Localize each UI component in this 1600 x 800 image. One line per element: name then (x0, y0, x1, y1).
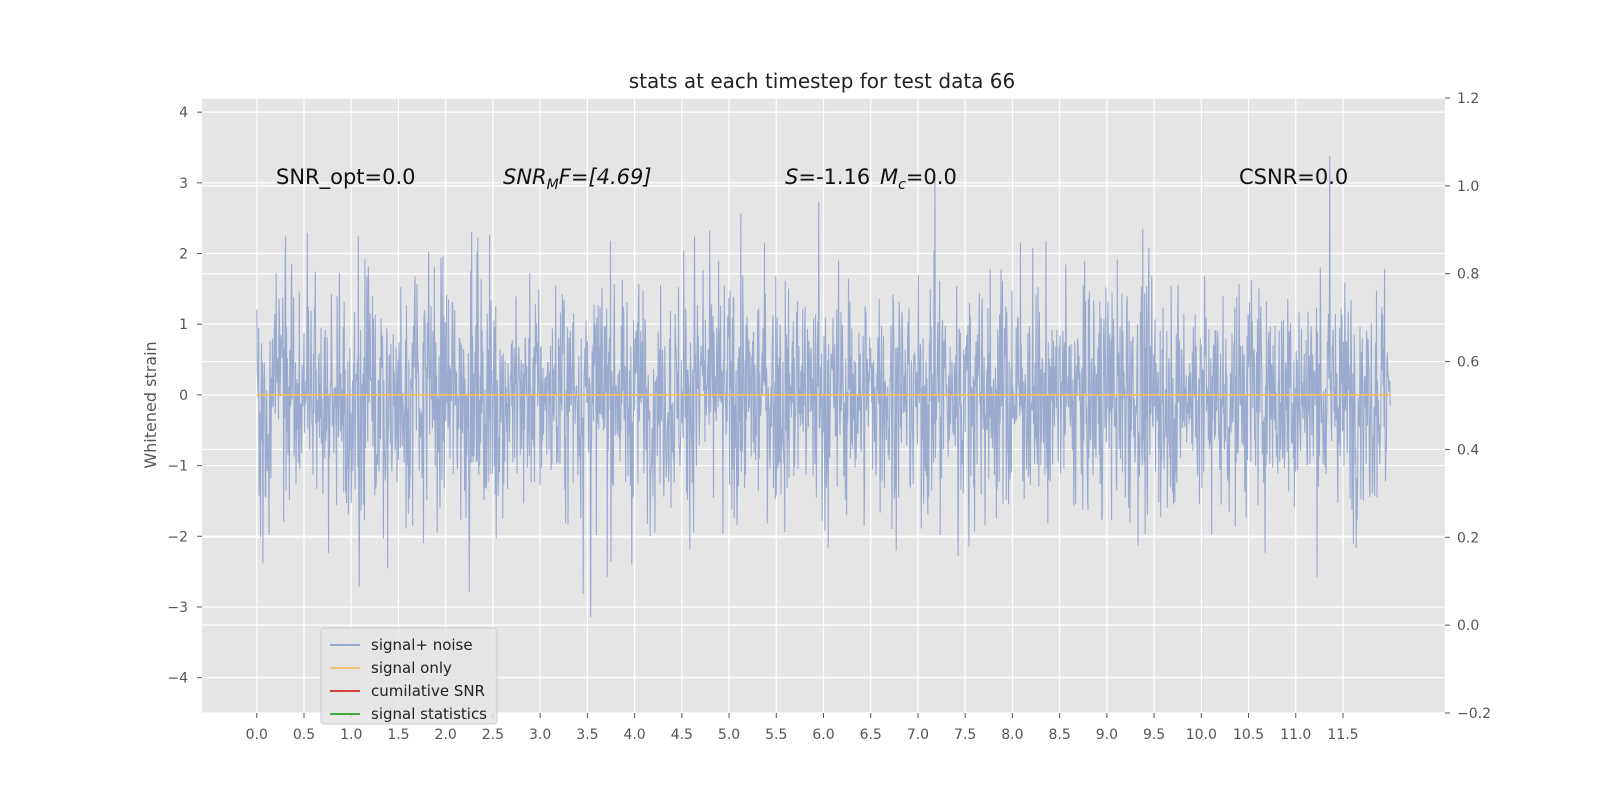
annotation-snr-mf-sub: M (547, 177, 559, 193)
x-tick-label: 4.0 (623, 727, 645, 743)
x-tick-label: 2.5 (482, 727, 504, 743)
y-tick-label: −4 (167, 671, 188, 687)
annotation-s: S=-1.16 (785, 165, 870, 189)
annotation-mc-sub: c (898, 177, 906, 193)
y2-tick-label: 0.6 (1457, 355, 1479, 371)
y-tick-label: −1 (167, 459, 188, 475)
y2-tick-label: 0.4 (1457, 442, 1479, 458)
y-tick-label: 3 (179, 176, 188, 192)
y-tick-label: 2 (179, 247, 188, 263)
x-tick-label: 5.0 (718, 727, 740, 743)
legend-frame (320, 627, 498, 725)
annotation-mc-label: M (880, 165, 898, 189)
y2-tick-label: 0.8 (1457, 267, 1479, 283)
x-tick-label: 9.5 (1143, 727, 1165, 743)
x-tick-label: 6.5 (860, 727, 882, 743)
y-axis-label: Whitened strain (141, 341, 160, 468)
x-tick-label: 0.5 (293, 727, 315, 743)
annotation-mc-value: =0.0 (906, 165, 957, 189)
x-tick-label: 7.0 (907, 727, 929, 743)
annotation-snr-mf-value: F=[4.69] (559, 165, 652, 189)
x-tick-label: 7.5 (954, 727, 976, 743)
annotation-snr-opt: SNR_opt=0.0 (276, 165, 416, 190)
annotation-mc: Mc=0.0 (880, 165, 957, 193)
x-tick-label: 5.5 (765, 727, 787, 743)
x-tick-label: 1.0 (340, 727, 362, 743)
x-tick-label: 1.5 (387, 727, 409, 743)
x-tick-label: 6.0 (812, 727, 834, 743)
y2-tick-label: −0.2 (1457, 706, 1491, 722)
x-tick-label: 9.0 (1096, 727, 1118, 743)
chart-title: stats at each timestep for test data 66 (629, 69, 1015, 93)
annotation-csnr: CSNR=0.0 (1239, 165, 1348, 189)
annotations: SNR_opt=0.0 SNRMF=[4.69] S=-1.16 Mc=0.0 … (276, 165, 1348, 193)
series-signal-plus-noise (256, 156, 1391, 618)
legend-label: cumilative SNR (371, 682, 485, 700)
x-tick-label: 11.5 (1327, 727, 1358, 743)
legend-label: signal statistics (371, 705, 487, 723)
legend-label: signal only (371, 659, 452, 677)
annotation-s-label: S (785, 165, 798, 189)
legend-label: signal+ noise (371, 636, 473, 654)
y-tick-label: 1 (179, 317, 188, 333)
x-tick-label: 11.0 (1280, 727, 1311, 743)
annotation-snr-mf-label: SNR (503, 165, 547, 189)
x-tick-label: 4.5 (671, 727, 693, 743)
x-tick-label: 3.0 (529, 727, 551, 743)
x-tick-label: 8.5 (1048, 727, 1070, 743)
y2-tick-label: 0.0 (1457, 618, 1479, 634)
x-tick-label: 3.5 (576, 727, 598, 743)
legend: signal+ noise signal only cumilative SNR si… (320, 627, 498, 725)
y-tick-label: 0 (179, 388, 188, 404)
annotation-snr-mf: SNRMF=[4.69] (503, 165, 652, 193)
y2-tick-label: 1.0 (1457, 179, 1479, 195)
y-tick-label: −3 (167, 600, 188, 616)
x-tick-label: 0.0 (246, 727, 268, 743)
y-tick-label: 4 (179, 105, 188, 121)
axes: 0.0 0.5 1.0 1.5 2.0 2.5 3.0 3.5 4.0 4.5 5.0 5.5 6.0 6… (167, 91, 1491, 743)
x-tick-label: 10.0 (1186, 727, 1217, 743)
y2-tick-label: 0.2 (1457, 530, 1479, 546)
x-tick-label: 10.5 (1233, 727, 1264, 743)
y-tick-label: −2 (167, 529, 188, 545)
x-tick-label: 8.0 (1001, 727, 1023, 743)
series-line-signal-plus-noise (256, 156, 1391, 618)
annotation-s-value: =-1.16 (798, 165, 870, 189)
x-tick-label: 2.0 (435, 727, 457, 743)
y2-tick-label: 1.2 (1457, 91, 1479, 107)
